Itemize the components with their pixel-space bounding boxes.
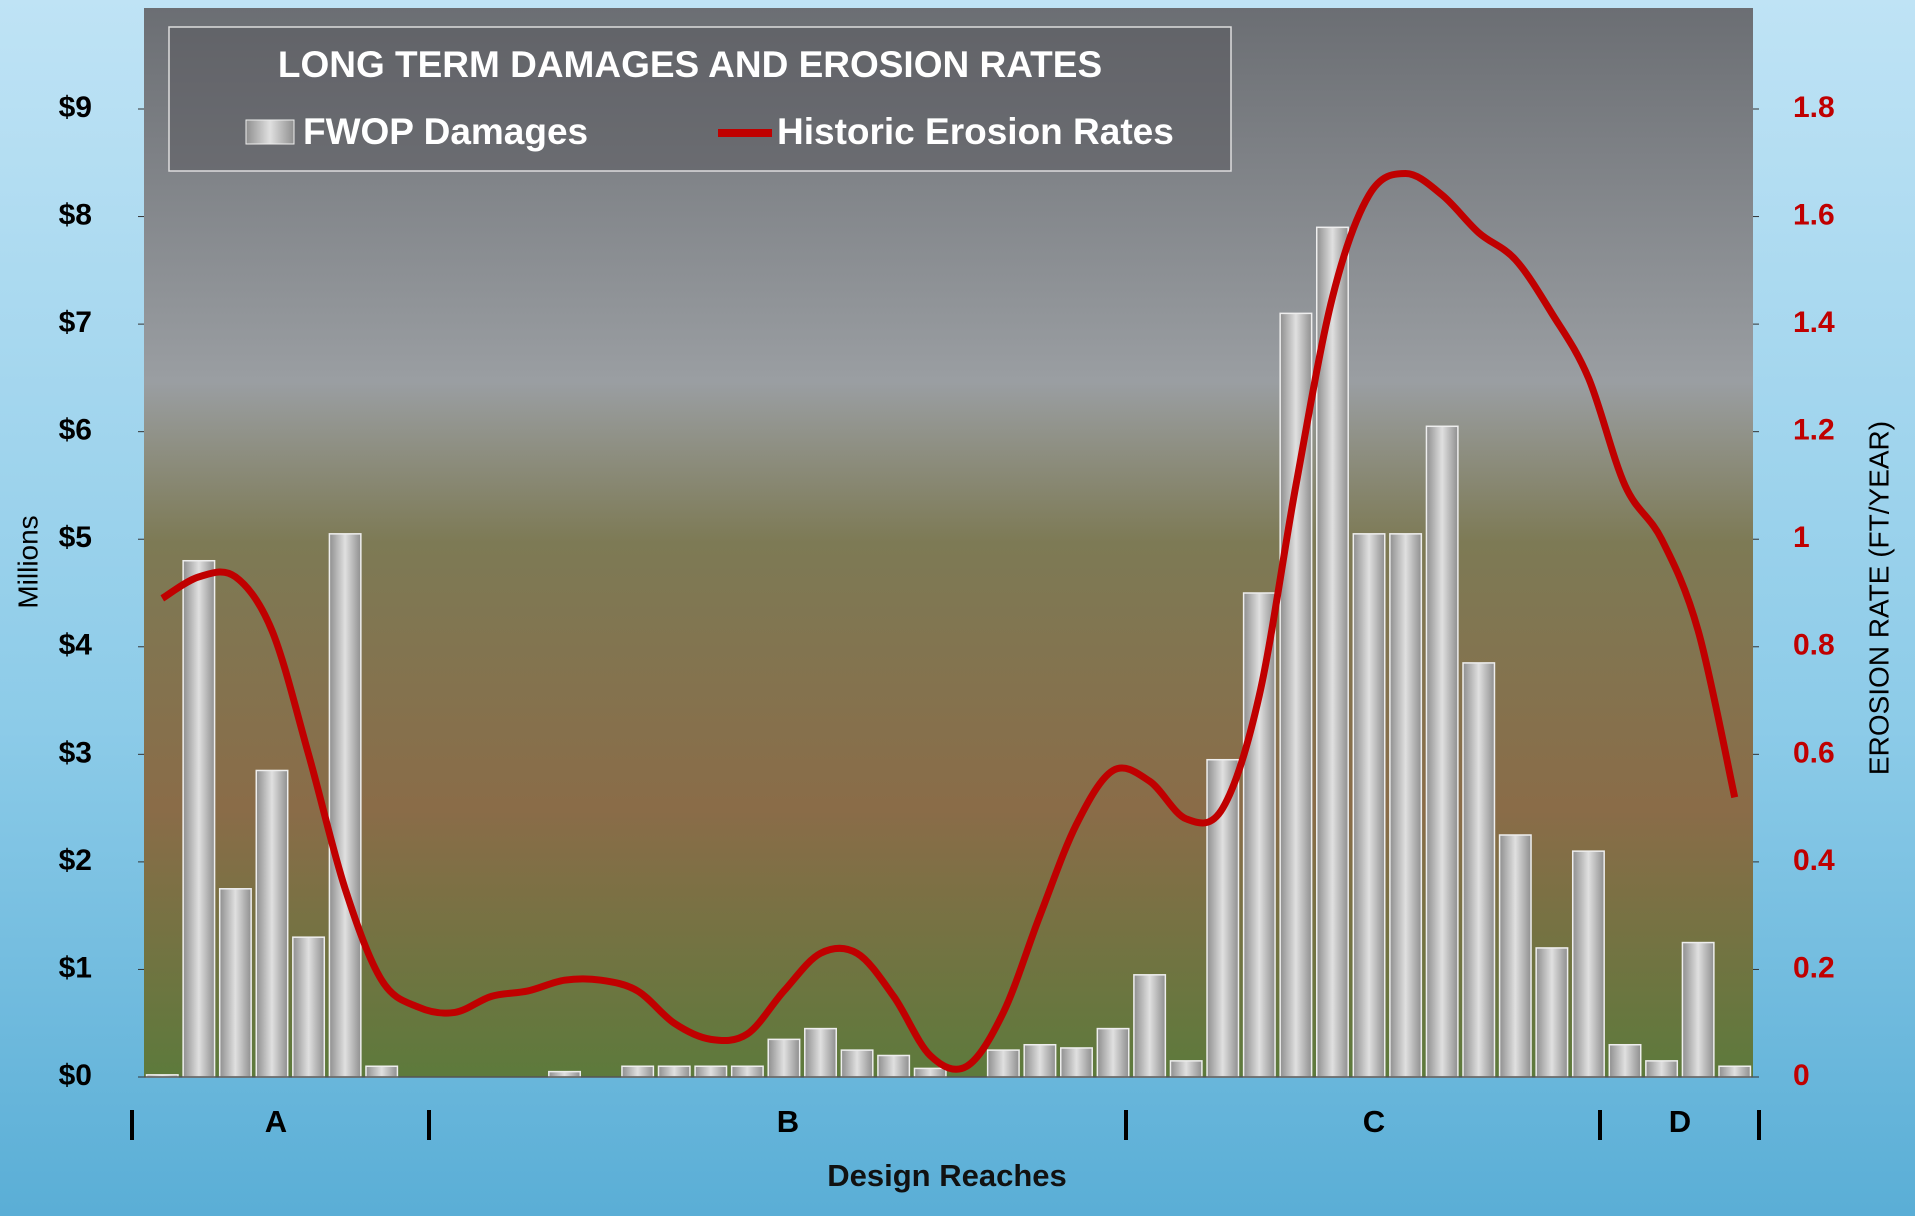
y2-tick-label: 0.4 [1793,844,1835,877]
y-axis-label: Millions [12,515,43,608]
bar [1390,534,1421,1077]
y-tick-label: $9 [59,91,92,124]
y2-tick-label: 1.4 [1793,306,1835,339]
bar [622,1066,653,1077]
x-axis-label: Design Reaches [827,1158,1067,1193]
bar [841,1050,872,1077]
bar [220,889,251,1077]
bar [1463,663,1494,1077]
bar [1097,1029,1128,1077]
bar [1646,1061,1677,1077]
y2-tick-label: 1 [1793,521,1810,554]
bar [695,1066,726,1077]
y2-axis-label: EROSION RATE (FT/YEAR) [1863,421,1894,775]
y-tick-label: $7 [59,306,92,339]
bar [805,1029,836,1077]
bar [1573,851,1604,1077]
y2-tick-label: 0.6 [1793,736,1835,769]
bar [914,1068,945,1077]
chart-title: LONG TERM DAMAGES AND EROSION RATES [278,44,1102,85]
chart: LONG TERM DAMAGES AND EROSION RATES FWOP… [0,0,1915,1216]
legend-label: FWOP Damages [303,111,588,152]
y-tick-label: $3 [59,736,92,769]
y-tick-label: $5 [59,521,92,554]
bar [1536,948,1567,1077]
bar [1500,835,1531,1077]
bar [1719,1066,1750,1077]
bar [1426,426,1457,1077]
y2-tick-label: 1.6 [1793,198,1835,231]
bar [1244,593,1275,1077]
y2-tick-label: 0.2 [1793,951,1835,984]
y2-tick-label: 1.2 [1793,414,1835,447]
bar [1170,1061,1201,1077]
page: {"chart_data": {"type": "bar", "title": … [0,0,1915,1216]
group-label: C [1363,1104,1385,1139]
group-label: A [265,1104,287,1139]
bar [256,770,287,1077]
bar [1682,943,1713,1077]
y-tick-label: $6 [59,414,92,447]
bar [293,937,324,1077]
y2-tick-label: 0.8 [1793,629,1835,662]
bar [1061,1048,1092,1077]
y-tick-label: $1 [59,951,92,984]
bar [549,1072,580,1077]
bar [988,1050,1019,1077]
bar [768,1039,799,1077]
group-label: D [1669,1104,1691,1139]
legend-label: Historic Erosion Rates [777,111,1174,152]
y-tick-label: $2 [59,844,92,877]
y2-tick-label: 1.8 [1793,91,1835,124]
bar [659,1066,690,1077]
legend-swatch [246,120,294,144]
bar [878,1055,909,1077]
y2-tick-label: 0 [1793,1059,1810,1092]
y-tick-label: $8 [59,198,92,231]
y-tick-label: $4 [59,629,93,662]
group-label: B [777,1104,799,1139]
bar [1134,975,1165,1077]
y-tick-label: $0 [59,1059,92,1092]
bar [1024,1045,1055,1077]
bar [732,1066,763,1077]
bar [1353,534,1384,1077]
bar [1609,1045,1640,1077]
bar [183,561,214,1077]
bar [366,1066,397,1077]
bar [329,534,360,1077]
